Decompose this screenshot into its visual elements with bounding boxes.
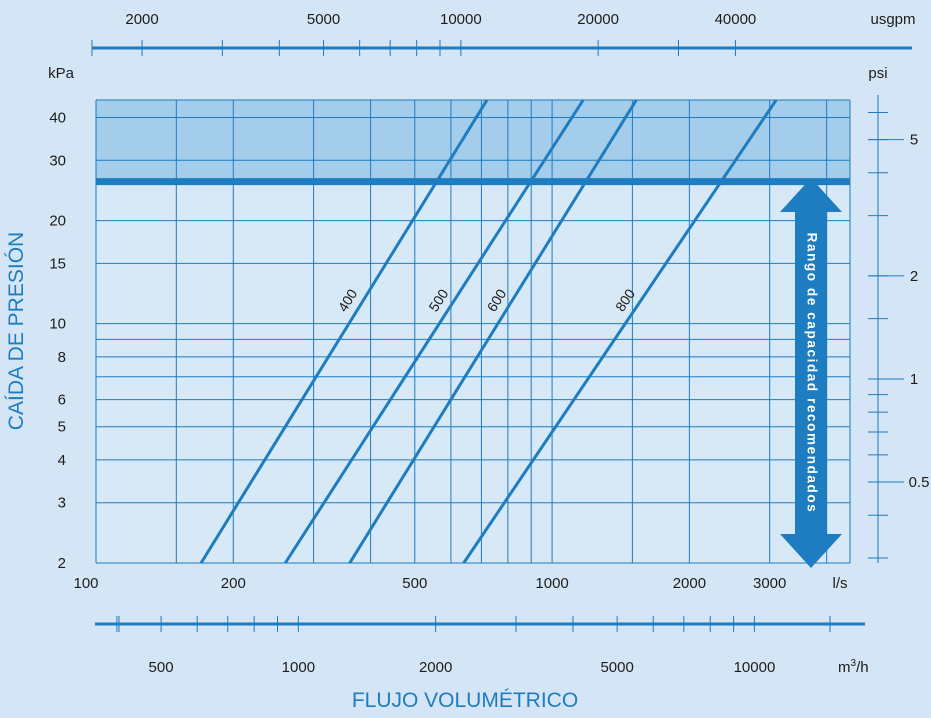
y-tick-label: 30 [49,152,66,169]
top-axis-unit: usgpm [870,11,915,28]
right-axis-label: 2 [910,268,918,285]
series-line-400 [199,99,489,564]
x-tick-label: 2000 [673,575,706,592]
bottom-axis-label: 500 [149,659,174,676]
plot-area [96,100,850,563]
y-tick-label: 6 [58,392,66,409]
y-axis-unit: kPa [48,65,75,82]
top-axis-label: 2000 [125,11,158,28]
y-tick-label: 3 [58,495,66,512]
bottom-axis-unit: m3/h [838,658,869,676]
y-tick-label: 2 [58,555,66,572]
right-axis-label: 1 [910,371,918,388]
x-axis-title: FLUJO VOLUMÉTRICO [352,689,578,712]
bottom-axis-label: 2000 [419,659,452,676]
series-line-600 [348,99,638,564]
top-axis-label: 20000 [577,11,619,28]
series-line-800 [462,99,778,564]
bottom-axis-label: 10000 [734,659,776,676]
y-tick-label: 4 [58,452,66,469]
top-axis-label: 10000 [440,11,482,28]
x-axis-unit: l/s [833,575,848,592]
axes [91,40,912,632]
range-arrow [780,178,842,568]
grid [95,99,851,564]
top-axis-label: 40000 [715,11,757,28]
series-group [96,99,850,568]
range-arrow-label: Rango de capacidad recomendados [804,233,819,514]
y-tick-label: 40 [49,110,66,127]
right-axis-unit: psi [868,65,887,82]
y-tick-label: 10 [49,316,66,333]
y-tick-label: 5 [58,419,66,436]
right-axis-label: 0.5 [909,474,930,491]
x-tick-label: 100 [73,575,98,592]
x-tick-label: 200 [221,575,246,592]
y-tick-label: 20 [49,213,66,230]
top-axis-label: 5000 [307,11,340,28]
bottom-axis-label: 1000 [282,659,315,676]
x-tick-label: 1000 [535,575,568,592]
x-tick-label: 500 [402,575,427,592]
bottom-axis-label: 5000 [600,659,633,676]
y-axis-title: CAÍDA DE PRESIÓN [5,232,28,430]
x-tick-label: 3000 [753,575,786,592]
series-line-500 [284,99,585,564]
right-axis-label: 5 [910,132,918,149]
shaded-region [96,100,850,182]
y-tick-label: 15 [49,255,66,272]
y-tick-label: 8 [58,349,66,366]
labels: 400 500 600 800 Rango de capacidad recomenda… [5,11,929,712]
